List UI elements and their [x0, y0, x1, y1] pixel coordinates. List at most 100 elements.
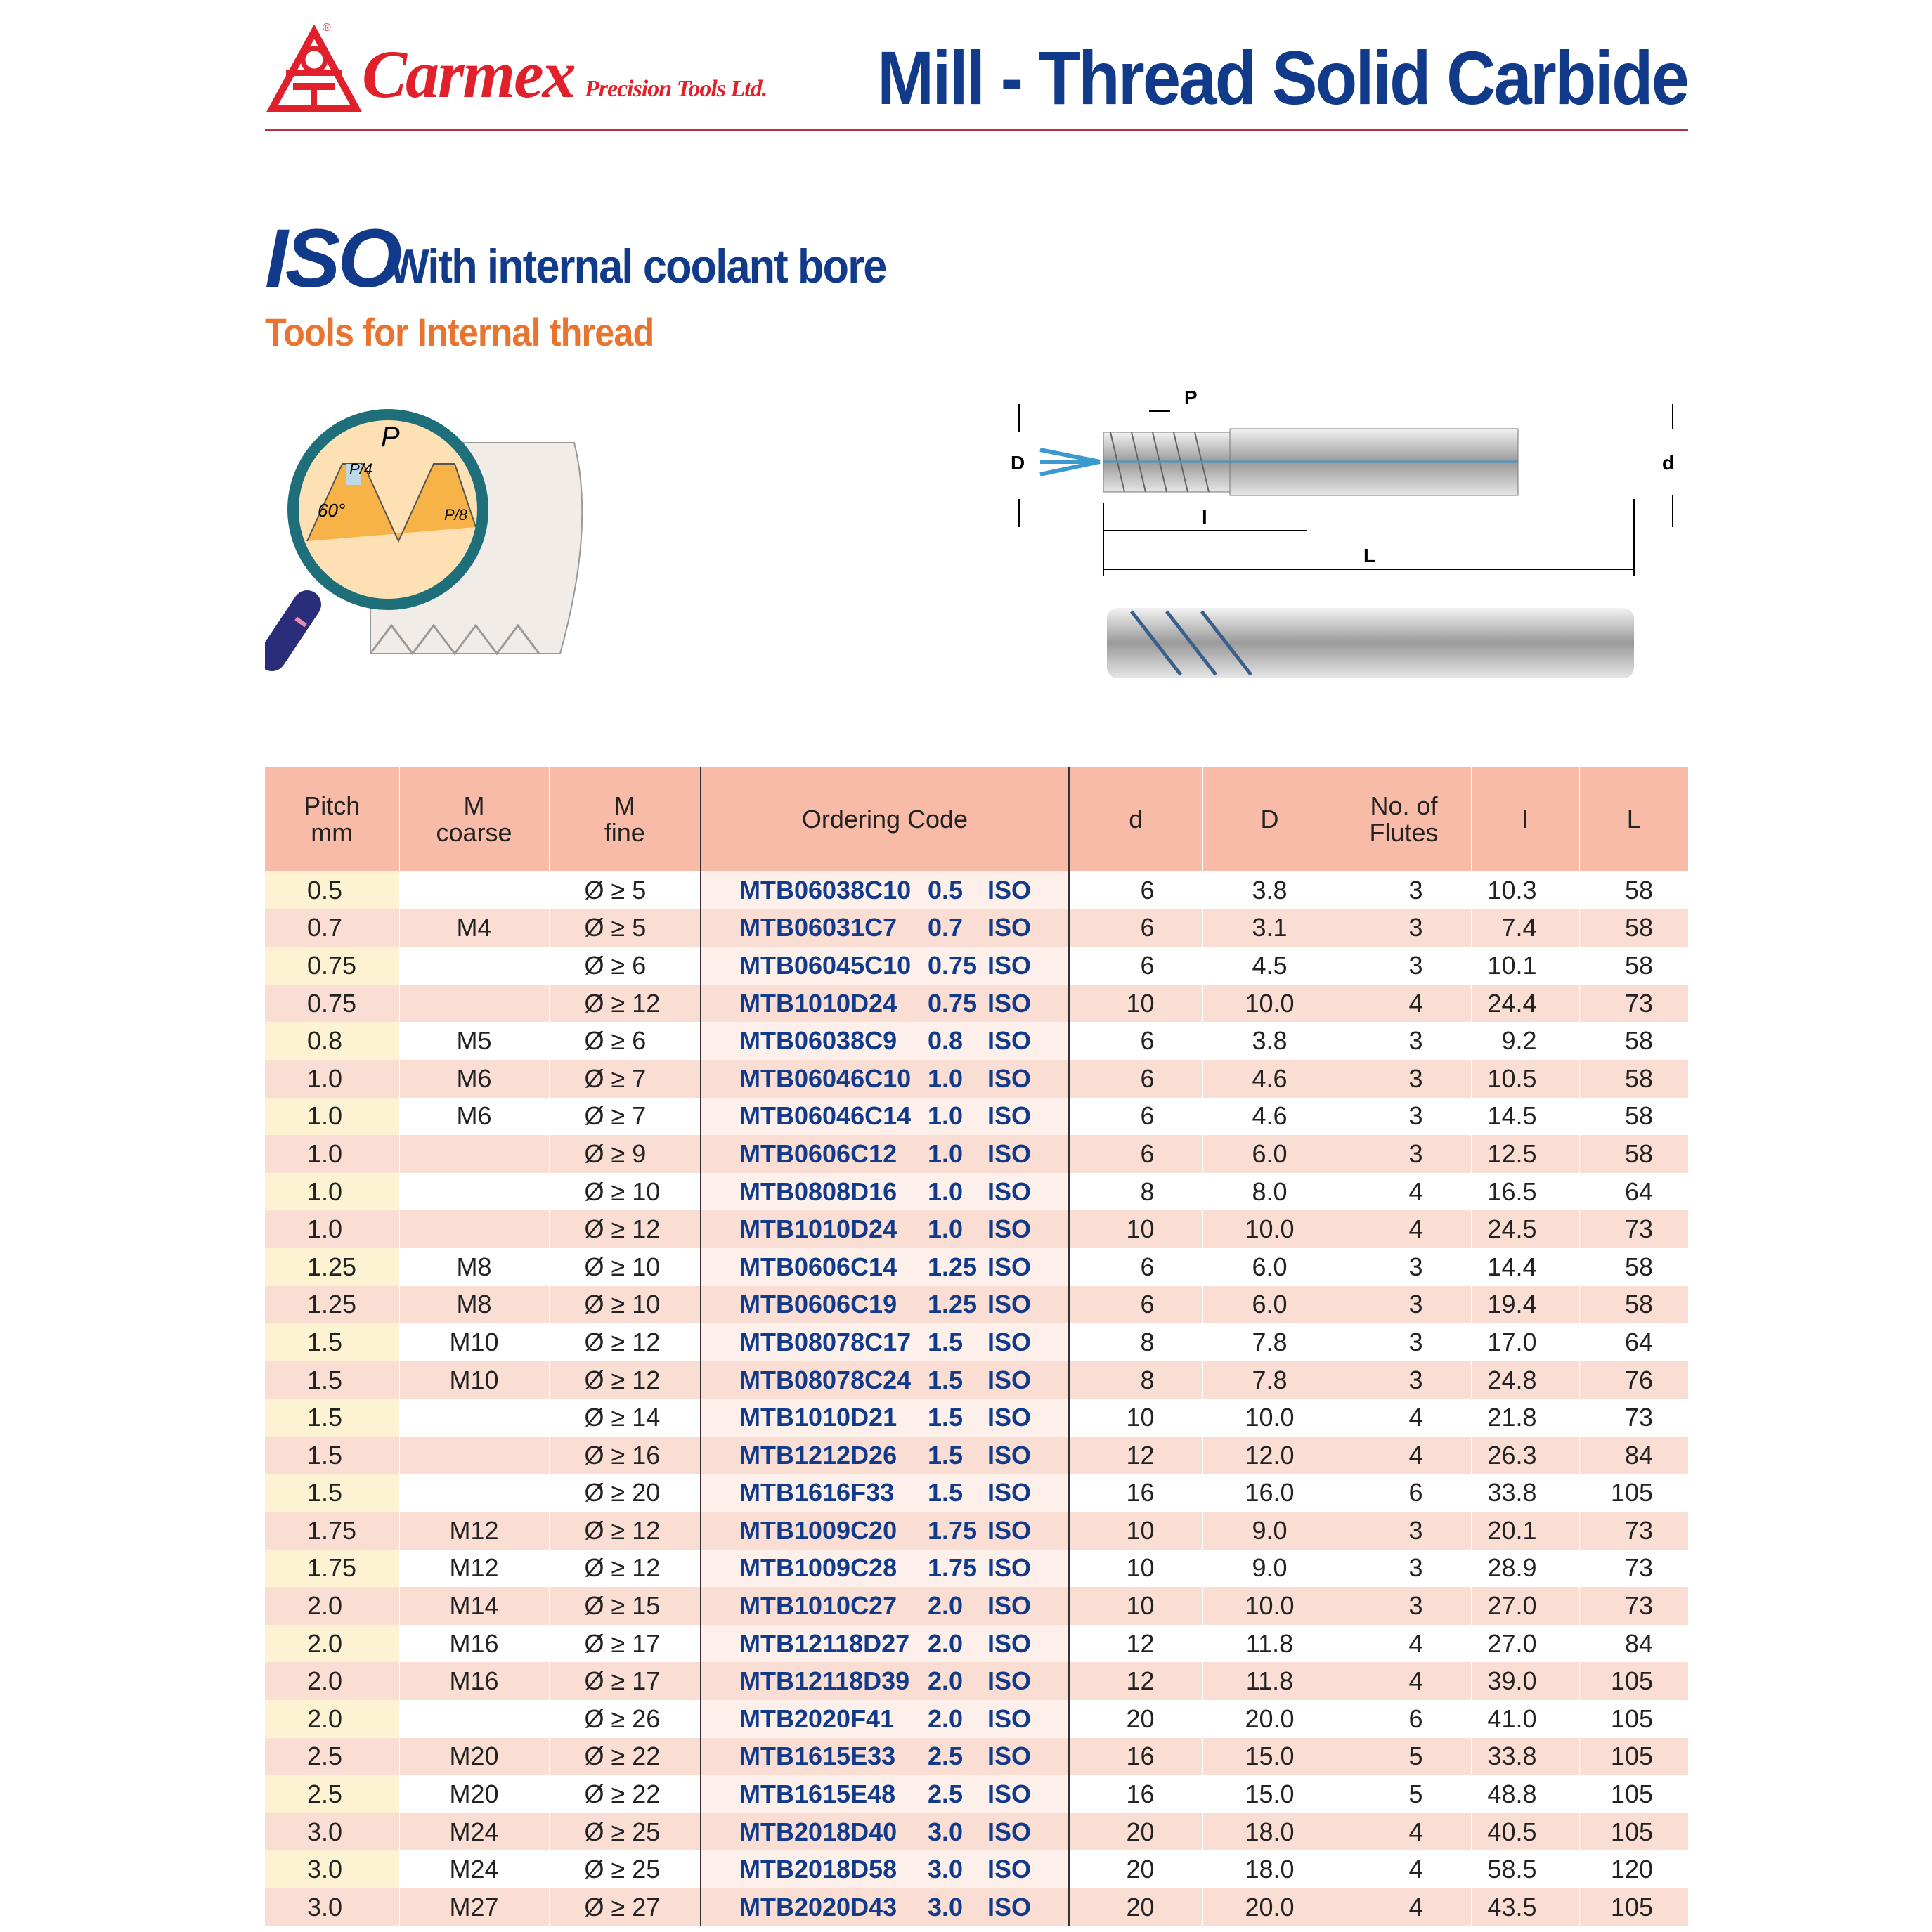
label-l: l [1202, 506, 1207, 528]
ordering-code-cell: MTB1010D24 1.0 ISO [700, 1210, 1069, 1248]
column-header: No. of Flutes [1336, 767, 1471, 871]
ordering-pitch: 2.0 [928, 1666, 964, 1696]
ordering-standard: ISO [987, 1290, 1032, 1319]
ordering-standard: ISO [987, 1063, 1032, 1093]
m-coarse-cell: M16 [398, 1662, 549, 1701]
column-header: Ordering Code [700, 767, 1069, 871]
ordering-code-cell: MTB12118D27 2.0 ISO [700, 1624, 1069, 1663]
iso-heading: ISO [265, 212, 402, 305]
m-fine-cell: Ø ≥ 26 [548, 1700, 701, 1738]
ordering-pitch: 1.0 [928, 1101, 964, 1131]
pitch-cell: 1.5 [265, 1399, 399, 1437]
column-header: Pitch mm [265, 767, 399, 871]
ordering-pitch: 2.5 [928, 1742, 964, 1771]
m-fine-cell: Ø ≥ 22 [548, 1775, 701, 1813]
ordering-standard: ISO [987, 1176, 1032, 1206]
l-cell: 41.0 [1470, 1700, 1579, 1738]
L-cell: 58 [1578, 1097, 1688, 1136]
flutes-cell: 3 [1336, 1285, 1471, 1324]
L-cell: 105 [1578, 1662, 1688, 1701]
label-p: P [381, 422, 400, 453]
D-cell: 9.0 [1202, 1549, 1337, 1588]
l-cell: 9.2 [1470, 1022, 1579, 1060]
label-p8: P/8 [444, 506, 468, 524]
flutes-cell: 3 [1336, 1022, 1471, 1060]
table-row: 1.25 M8 Ø ≥ 10 MTB0606C19 1.25 ISO 6 6.0 3 19.4 58 [265, 1285, 1688, 1324]
svg-text:®: ® [323, 22, 331, 34]
ordering-code: MTB1009C28 [739, 1553, 897, 1583]
page-title: Mill - Thread Solid Carbide [876, 35, 1690, 120]
d-cell: 6 [1068, 1247, 1202, 1286]
ordering-standard: ISO [987, 1026, 1032, 1056]
label-d: d [1662, 452, 1674, 474]
table-row: 2.5 M20 Ø ≥ 22 MTB1615E48 2.5 ISO 16 15.0 5 48.8 1… [265, 1775, 1688, 1813]
column-header: L [1578, 767, 1688, 871]
label-angle: 60° [318, 500, 345, 521]
m-fine-cell: Ø ≥ 12 [548, 1512, 701, 1550]
ordering-code: MTB0606C19 [739, 1290, 897, 1319]
d-cell: 6 [1068, 909, 1202, 947]
d-cell: 16 [1068, 1737, 1202, 1776]
ordering-code: MTB12118D39 [739, 1666, 910, 1696]
ordering-code-cell: MTB1009C28 1.75 ISO [700, 1549, 1069, 1588]
flutes-cell: 3 [1336, 1512, 1471, 1550]
table-row: 2.0 M16 Ø ≥ 17 MTB12118D27 2.0 ISO 12 11.8 4 27.0… [265, 1624, 1688, 1663]
ordering-code-cell: MTB1010C27 2.0 ISO [700, 1587, 1069, 1625]
D-cell: 10.0 [1202, 1399, 1337, 1437]
ordering-code-cell: MTB2020F41 2.0 ISO [700, 1700, 1069, 1738]
m-coarse-cell [398, 1135, 549, 1173]
L-cell: 105 [1578, 1775, 1688, 1813]
d-cell: 10 [1068, 984, 1202, 1023]
ordering-standard: ISO [987, 950, 1032, 980]
l-cell: 48.8 [1470, 1775, 1579, 1813]
l-cell: 16.5 [1470, 1172, 1579, 1211]
L-cell: 105 [1578, 1700, 1688, 1738]
ordering-code: MTB06031C7 [739, 913, 897, 942]
flutes-cell: 3 [1336, 947, 1471, 985]
d-cell: 16 [1068, 1775, 1202, 1813]
D-cell: 15.0 [1202, 1737, 1337, 1776]
l-cell: 10.5 [1470, 1059, 1579, 1098]
ordering-code-cell: MTB2018D40 3.0 ISO [700, 1813, 1069, 1851]
flutes-cell: 4 [1336, 1662, 1471, 1701]
L-cell: 73 [1578, 1210, 1688, 1248]
D-cell: 11.8 [1202, 1662, 1337, 1701]
pitch-cell: 1.5 [265, 1474, 399, 1512]
pitch-cell: 1.5 [265, 1436, 399, 1474]
table-row: 2.0 M14 Ø ≥ 15 MTB1010C27 2.0 ISO 10 10.0 3 27.0 7… [265, 1587, 1688, 1625]
flutes-cell: 3 [1336, 1361, 1471, 1399]
D-cell: 4.6 [1202, 1097, 1337, 1136]
L-cell: 73 [1578, 1587, 1688, 1625]
ordering-standard: ISO [987, 1742, 1032, 1771]
d-cell: 6 [1068, 871, 1202, 909]
ordering-code: MTB2018D58 [739, 1855, 897, 1884]
ordering-code: MTB2020D43 [739, 1892, 897, 1921]
ordering-code-cell: MTB0606C14 1.25 ISO [700, 1247, 1069, 1286]
m-coarse-cell: M4 [398, 909, 549, 947]
flutes-cell: 3 [1336, 1097, 1471, 1136]
ordering-code: MTB12118D27 [739, 1628, 910, 1658]
ordering-pitch: 2.5 [928, 1779, 964, 1809]
m-fine-cell: Ø ≥ 10 [548, 1172, 701, 1211]
table-row: 0.75 Ø ≥ 6 MTB06045C10 0.75 ISO 6 4.5 3 10.1 58 [265, 947, 1688, 985]
table-header-row: Pitch mm M coarse M fine Ordering Code d D No.… [265, 767, 1688, 871]
ordering-pitch: 0.8 [928, 1026, 964, 1056]
L-cell: 105 [1578, 1737, 1688, 1776]
pitch-cell: 2.5 [265, 1737, 399, 1776]
ordering-standard: ISO [987, 988, 1032, 1018]
table-row: 1.5 Ø ≥ 16 MTB1212D26 1.5 ISO 12 12.0 4 26.3 84 [265, 1436, 1688, 1474]
ordering-standard: ISO [987, 1403, 1032, 1432]
ordering-standard: ISO [987, 875, 1032, 905]
ordering-pitch: 0.75 [928, 988, 978, 1018]
ordering-standard: ISO [987, 1817, 1032, 1846]
l-cell: 20.1 [1470, 1512, 1579, 1550]
column-header: d [1068, 767, 1202, 871]
flutes-cell: 3 [1336, 909, 1471, 947]
tool-dimension-diagram: P D d l L [1011, 387, 1674, 678]
m-coarse-cell: M8 [398, 1247, 549, 1286]
pitch-cell: 0.7 [265, 909, 399, 947]
D-cell: 16.0 [1202, 1474, 1337, 1512]
m-fine-cell: Ø ≥ 17 [548, 1662, 701, 1701]
ordering-code-cell: MTB2020D43 3.0 ISO [700, 1888, 1069, 1926]
flutes-cell: 3 [1336, 1587, 1471, 1625]
